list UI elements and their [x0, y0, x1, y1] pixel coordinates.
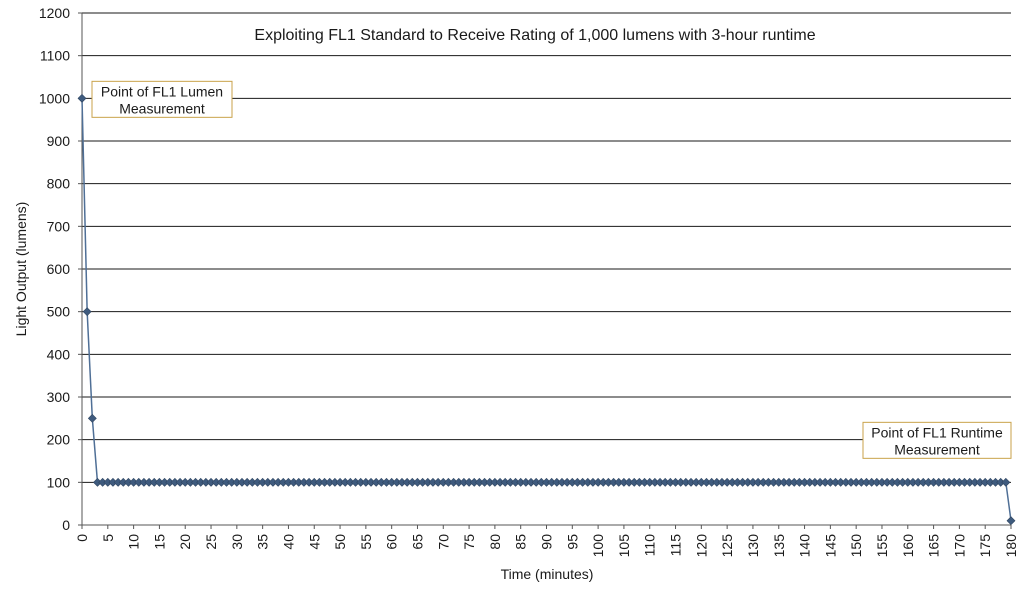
x-tick-label: 55: [358, 534, 374, 550]
x-tick-label: 60: [384, 534, 400, 550]
y-tick-label: 700: [47, 218, 71, 234]
data-point: [1001, 477, 1011, 487]
x-tick-label: 5: [100, 534, 116, 542]
y-tick-label: 0: [62, 517, 70, 533]
x-tick-label: 105: [616, 534, 632, 558]
y-tick-label: 1000: [39, 90, 70, 106]
x-tick-label: 70: [435, 534, 451, 550]
y-tick-label: 500: [47, 304, 71, 320]
annotation-box: [91, 80, 233, 118]
data-point: [82, 307, 92, 317]
x-tick-label: 25: [203, 534, 219, 550]
y-tick-label: 1100: [40, 48, 70, 64]
series-group: [77, 93, 1016, 526]
y-tick-label: 1200: [39, 5, 70, 21]
chart-title: Exploiting FL1 Standard to Receive Ratin…: [254, 27, 815, 44]
x-tick-label: 180: [1003, 534, 1019, 558]
x-axis-label: Time (minutes): [501, 566, 594, 582]
x-tick-label: 75: [461, 534, 477, 550]
y-tick-label: 600: [47, 261, 71, 277]
x-tick-label: 85: [513, 534, 529, 550]
x-tick-label: 170: [951, 534, 967, 558]
x-tick-label: 35: [255, 534, 271, 550]
annotation-text: Point of FL1 Runtime: [871, 424, 1003, 440]
annotation-text: Measurement: [119, 100, 205, 116]
x-tick-label: 15: [151, 534, 167, 550]
x-tick-label: 45: [306, 534, 322, 550]
y-tick-label: 100: [47, 474, 71, 490]
y-tick-label: 200: [47, 432, 71, 448]
x-tick-label: 175: [977, 534, 993, 558]
y-tick-label: 300: [47, 389, 71, 405]
x-axis-ticks: 0 5 10 15 20 25 30 35 40 45 50 55 60 65 70 75 80 85 90 95 10…: [74, 525, 1019, 557]
x-tick-label: 150: [848, 534, 864, 558]
x-tick-label: 90: [539, 534, 555, 550]
x-tick-label: 65: [409, 534, 425, 550]
x-tick-label: 160: [900, 534, 916, 558]
y-tick-label: 900: [47, 133, 71, 149]
x-tick-label: 10: [126, 534, 142, 550]
x-tick-label: 130: [745, 534, 761, 558]
x-tick-label: 120: [693, 534, 709, 558]
annotation-text: Point of FL1 Lumen: [101, 83, 223, 99]
x-tick-label: 30: [229, 534, 245, 550]
x-tick-label: 110: [642, 534, 658, 557]
x-tick-label: 165: [926, 534, 942, 558]
x-tick-label: 40: [280, 534, 296, 550]
x-tick-label: 140: [797, 534, 813, 558]
y-tick-label: 800: [47, 176, 71, 192]
grid-lines: [82, 12, 1011, 483]
x-tick-label: 135: [771, 534, 787, 558]
x-tick-label: 115: [668, 534, 684, 557]
x-tick-label: 100: [590, 534, 606, 558]
y-axis-ticks: 0 100 200 300 400 500 600 700 800 900 1000 1100 1200: [39, 5, 82, 533]
data-point: [87, 413, 97, 423]
y-axis-label: Light Output (lumens): [13, 202, 29, 337]
y-tick-label: 400: [47, 346, 71, 362]
x-tick-label: 125: [719, 534, 735, 558]
x-tick-label: 0: [74, 534, 90, 542]
x-tick-label: 95: [564, 534, 580, 550]
x-tick-label: 20: [177, 534, 193, 550]
annotation-box: [862, 421, 1012, 459]
data-point: [77, 93, 87, 103]
x-tick-label: 145: [822, 534, 838, 558]
annotation-text: Measurement: [894, 441, 980, 457]
x-tick-label: 80: [487, 534, 503, 550]
x-tick-label: 155: [874, 534, 890, 558]
x-tick-label: 50: [332, 534, 348, 550]
data-point: [1006, 516, 1016, 526]
